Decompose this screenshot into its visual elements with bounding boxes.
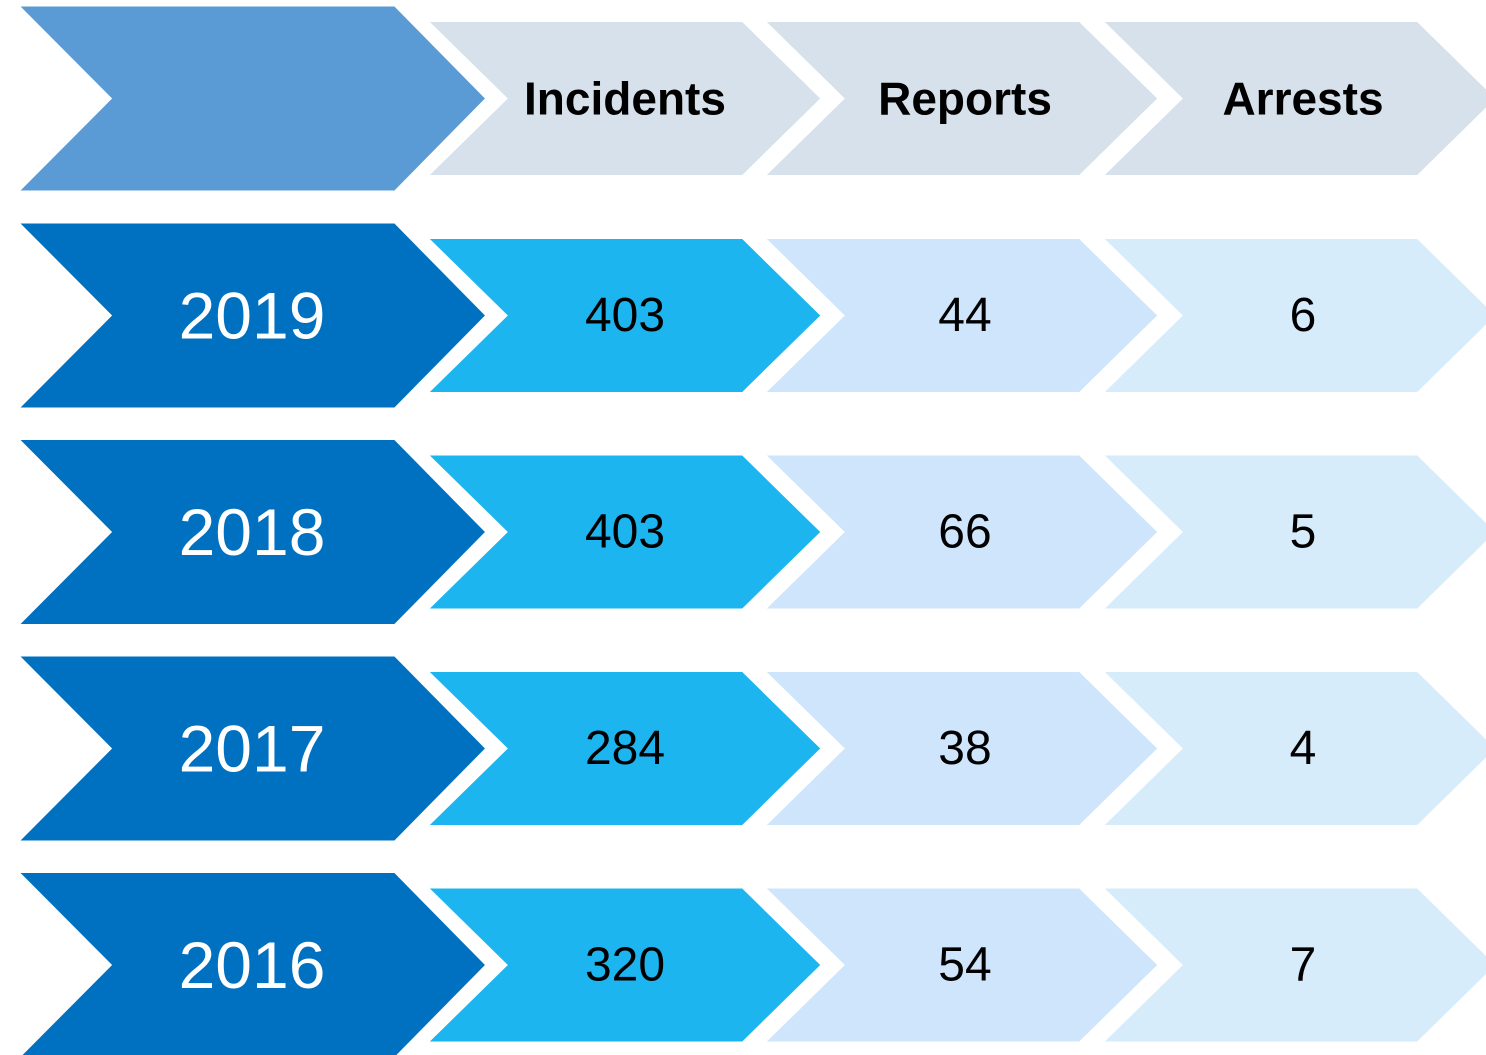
year-label: 2018 <box>179 495 326 569</box>
cell-chevron <box>420 668 826 829</box>
row-chevron <box>13 653 490 844</box>
cell-chevron <box>1095 451 1486 613</box>
cell-chevron <box>420 884 826 1046</box>
cell-chevron <box>1095 884 1486 1046</box>
cell-value: 7 <box>1290 939 1317 992</box>
cell-value: 66 <box>938 506 991 559</box>
cell-chevron <box>420 235 826 396</box>
cell-value: 403 <box>585 506 665 559</box>
cell-value: 4 <box>1290 722 1317 775</box>
cell-value: 44 <box>938 289 991 342</box>
cell-chevron <box>1095 668 1486 829</box>
year-label: 2016 <box>179 928 326 1002</box>
column-header: Reports <box>878 73 1052 125</box>
cell-chevron <box>1095 235 1486 396</box>
cell-chevron <box>420 451 826 613</box>
cell-chevron <box>757 235 1163 396</box>
cell-value: 320 <box>585 939 665 992</box>
column-header: Incidents <box>524 73 726 125</box>
cell-value: 6 <box>1290 289 1317 342</box>
cell-chevron <box>1095 18 1486 179</box>
cell-chevron <box>757 668 1163 829</box>
cell-value: 284 <box>585 722 665 775</box>
row-chevron <box>13 3 490 194</box>
cell-value: 5 <box>1290 506 1317 559</box>
row-chevron <box>13 437 490 627</box>
row-chevron <box>13 870 490 1055</box>
row-chevron <box>13 220 490 411</box>
cell-value: 403 <box>585 289 665 342</box>
column-header: Arrests <box>1222 73 1383 125</box>
cell-chevron <box>757 18 1163 179</box>
cell-value: 38 <box>938 722 991 775</box>
cell-chevron <box>757 451 1163 613</box>
cell-chevron <box>757 884 1163 1046</box>
cell-value: 54 <box>938 939 991 992</box>
year-label: 2017 <box>179 712 326 786</box>
year-label: 2019 <box>179 279 326 353</box>
cell-chevron <box>420 18 826 179</box>
